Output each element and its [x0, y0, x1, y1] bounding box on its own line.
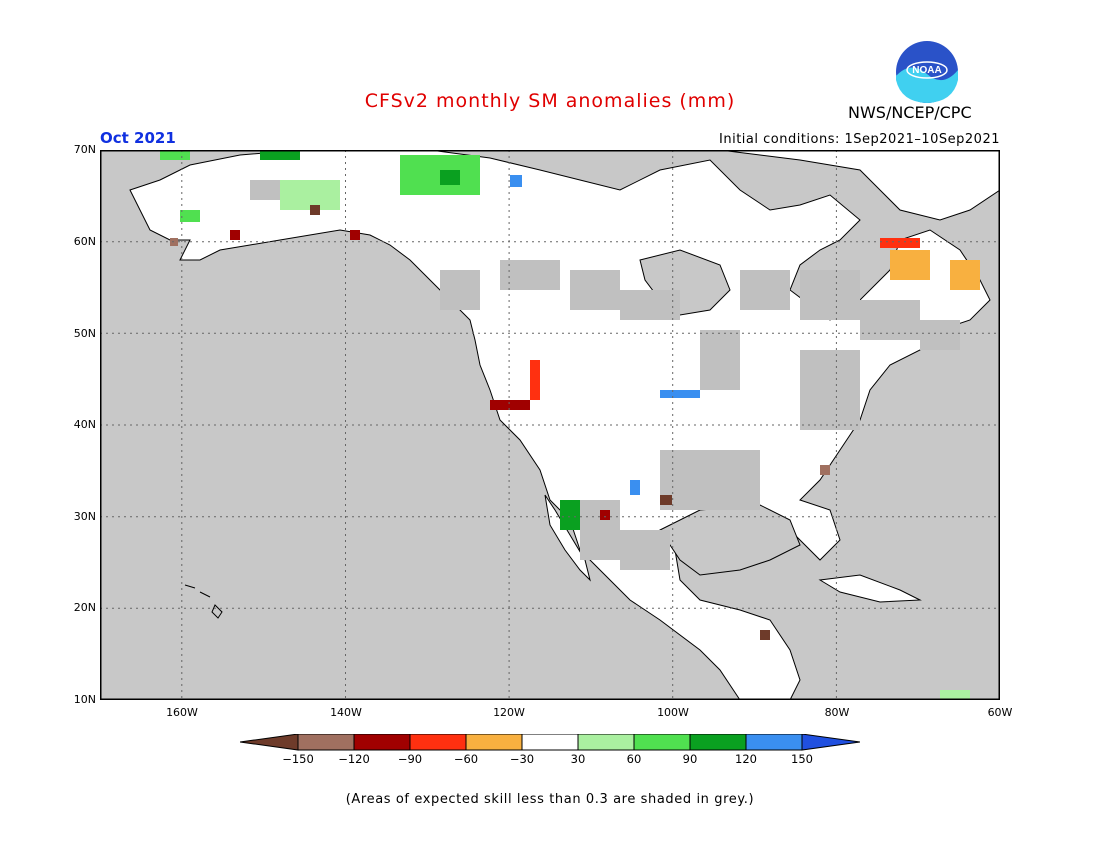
legend-arrow-high [801, 734, 860, 751]
lon-label-160w: 160W [166, 706, 198, 719]
legend-tick: 30 [570, 752, 586, 766]
legend-swatch [745, 734, 803, 751]
legend-tick: 90 [682, 752, 698, 766]
lon-label-140w: 140W [330, 706, 362, 719]
low-skill-shading [250, 180, 960, 570]
chart-title: CFSv2 monthly SM anomalies (mm) [364, 90, 736, 112]
noaa-logo: NOAA [896, 41, 958, 103]
lat-label-50n: 50N [73, 327, 96, 340]
lon-label-80w: 80W [824, 706, 850, 719]
noaa-logo-text: NOAA [912, 65, 941, 76]
legend-swatch [689, 734, 747, 751]
lat-label-60n: 60N [73, 235, 96, 248]
lon-label-120w: 120W [493, 706, 525, 719]
legend-swatch [633, 734, 691, 751]
legend-swatch [353, 734, 411, 751]
initial-conditions: Initial conditions: 1Sep2021–10Sep2021 [719, 132, 1000, 147]
graticule [100, 150, 1000, 700]
legend-tick: 150 [791, 752, 813, 766]
legend-tick: −150 [282, 752, 314, 766]
legend-swatch [577, 734, 635, 751]
legend-arrow-low [240, 734, 299, 751]
lon-label-100w: 100W [657, 706, 689, 719]
agency-label: NWS/NCEP/CPC [848, 103, 972, 122]
legend-tick: 120 [735, 752, 757, 766]
legend-tick: −120 [338, 752, 370, 766]
anomaly-map [100, 149, 1001, 701]
lat-label-40n: 40N [73, 418, 96, 431]
lon-label-60w: 60W [987, 706, 1013, 719]
hawaii-islands [184, 584, 223, 619]
valid-month: Oct 2021 [100, 129, 176, 147]
lat-label-70n: 70N [73, 143, 96, 156]
legend-tick: −60 [453, 752, 479, 766]
anomaly-cells [160, 150, 980, 700]
cuba-island [818, 574, 922, 603]
legend-tick: −30 [509, 752, 535, 766]
color-legend [240, 734, 860, 751]
legend-swatch [521, 734, 579, 751]
skill-note: (Areas of expected skill less than 0.3 a… [345, 792, 755, 807]
lat-label-10n: 10N [73, 693, 96, 706]
lat-label-20n: 20N [73, 601, 96, 614]
legend-swatch [409, 734, 467, 751]
legend-swatch [297, 734, 355, 751]
legend-tick: −90 [397, 752, 423, 766]
map-border [100, 150, 1000, 700]
map-frame [100, 149, 1001, 701]
legend-tick: 60 [626, 752, 642, 766]
lat-label-30n: 30N [73, 510, 96, 523]
legend-swatch [465, 734, 523, 751]
